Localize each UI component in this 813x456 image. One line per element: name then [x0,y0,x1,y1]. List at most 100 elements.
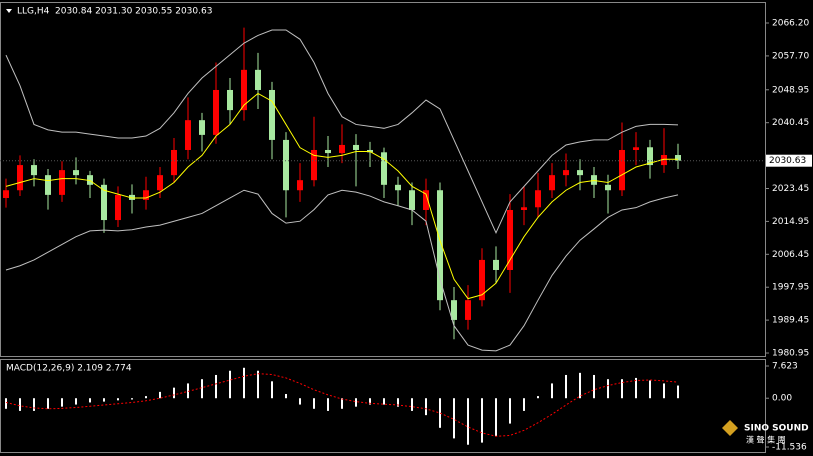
candle-body [73,170,79,176]
macd-bar [117,398,119,401]
macd-bar [285,393,287,399]
candle-body [409,190,415,210]
macd-bar [565,374,567,399]
candle-body [283,139,289,191]
menu-arrow[interactable] [6,9,12,13]
macd-bar [383,398,385,405]
candle-body [101,184,107,221]
logo: SINO SOUND 漢 聲 集 團 [722,420,809,445]
candle-body [619,149,625,191]
logo-subname: 漢 聲 集 團 [746,435,786,445]
macd-bar [61,398,63,407]
macd-bar [537,396,539,399]
candle-body [395,184,401,191]
macd-bar [453,398,455,439]
macd-bar [579,372,581,399]
macd-bar [355,398,357,407]
y-tick-label: 1980.95 [772,349,809,359]
macd-bar [47,398,49,409]
candle-body [633,147,639,150]
candle-body [339,144,345,154]
macd-bar [173,387,175,399]
candle-body [199,120,205,135]
macd-bar [103,398,105,402]
current-price-label: 2030.63 [769,156,806,166]
macd-bar [229,370,231,399]
candle-body [563,170,569,176]
y-tick-label: -11.536 [772,442,807,452]
candle-body [87,175,93,185]
candle-body [675,155,681,161]
macd-bar [131,398,133,400]
y-tick-label: 2066.20 [772,19,809,29]
candle-body [479,259,485,301]
candle-body [325,149,331,154]
macd-bar [75,398,77,405]
candle-body [549,175,555,191]
candle-body [493,259,499,270]
symbol-label: LLG,H4 [17,7,50,17]
macd-bar [495,398,497,437]
indicator-line [5,29,679,235]
macd-bar [467,398,469,445]
candle-body [521,207,527,210]
current-price-box [766,154,812,167]
macd-bar [299,398,301,405]
candle-body [241,69,247,111]
macd-label: MACD(12,26,9) 2.109 2.774 [6,364,132,374]
macd-bar [215,374,217,399]
candle-body [591,175,597,185]
y-tick-label: 2006.45 [772,250,809,260]
main-panel-frame [0,2,766,357]
macd-bar [369,398,371,405]
macd-bar [89,398,91,403]
candle-body [577,170,583,176]
macd-bar [397,398,399,407]
candle-body [451,300,457,320]
y-tick-label: 2014.95 [772,217,809,227]
candle-body [115,194,121,221]
candle-body [59,170,65,195]
y-tick-label: 0.00 [772,394,792,404]
indicator-line [5,373,679,437]
macd-bar [19,398,21,411]
macd-bar [607,379,609,399]
y-tick-label: 7.623 [772,361,798,371]
macd-bar [271,381,273,399]
candle-body [255,69,261,90]
y-tick-label: 2048.95 [772,85,809,95]
candle-body [227,89,233,111]
candle-body [661,155,667,166]
indicator-line [5,189,679,352]
candle-body [157,175,163,191]
macd-bar [257,370,259,399]
macd-bar [243,367,245,399]
macd-bar [523,398,525,411]
candle-body [381,152,387,185]
quote-label: 2030.84 2031.30 2030.55 2030.63 [55,7,212,17]
candle-body [171,149,177,176]
candle-body [45,175,51,195]
candle-body [17,165,23,191]
macd-bar [159,391,161,399]
y-tick-label: 1989.45 [772,316,809,326]
macd-bar [201,379,203,399]
candle-body [353,144,359,150]
macd-bar [663,383,665,399]
candle-body [647,147,653,166]
y-tick-label: 2057.70 [772,51,809,61]
candle-body [269,89,275,140]
candle-body [535,190,541,208]
macd-bar [635,377,637,399]
macd-bar [425,398,427,416]
macd-bar [341,398,343,409]
candle-body [507,209,513,270]
logo-name: SINO SOUND [744,424,809,434]
candle-body [311,149,317,181]
y-tick-label: 2040.45 [772,118,809,128]
macd-panel-frame [0,359,766,453]
candle-body [605,184,611,191]
macd-bar [439,398,441,428]
candle-body [213,89,219,135]
